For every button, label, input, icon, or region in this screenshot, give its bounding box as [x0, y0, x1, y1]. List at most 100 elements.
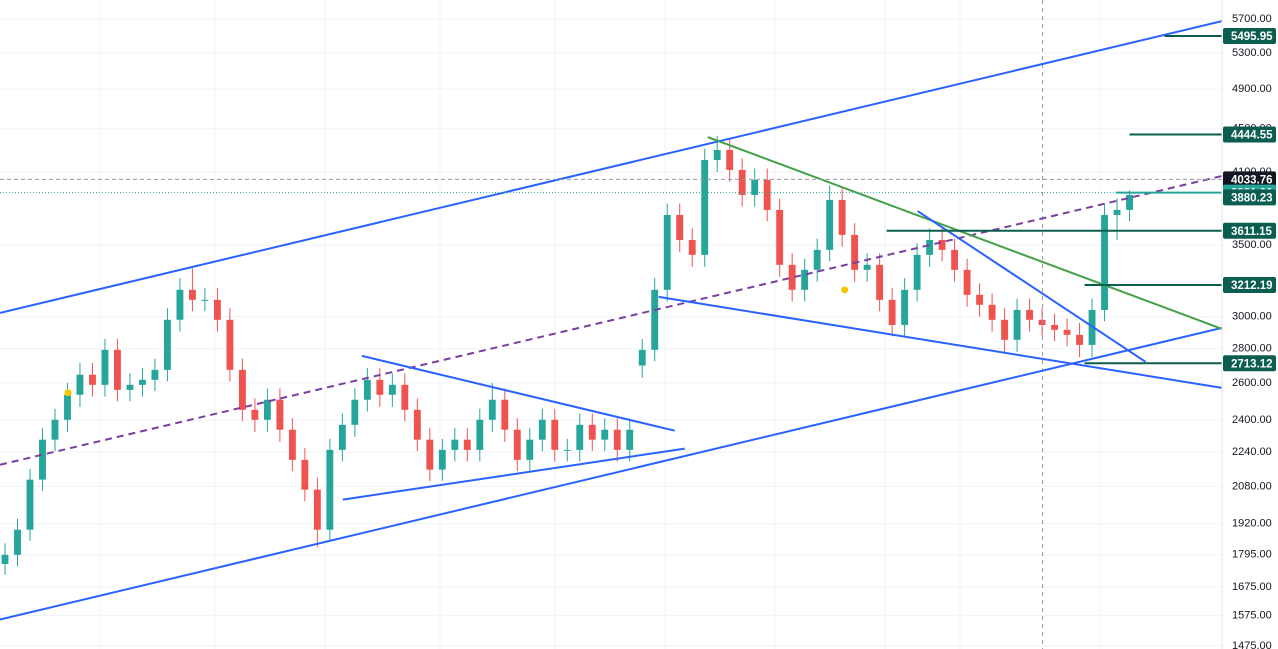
y-tick-label: 3500.00: [1232, 239, 1272, 251]
candle-body: [39, 439, 46, 480]
candle-body: [926, 239, 934, 255]
candle-body: [826, 199, 834, 250]
candle-body: [151, 369, 159, 380]
candle-body: [551, 419, 559, 450]
candle-body: [64, 394, 71, 420]
candle-body: [388, 384, 396, 395]
y-tick-label: 5300.00: [1232, 47, 1272, 59]
candle-body: [176, 289, 184, 320]
candle-body: [763, 179, 771, 210]
price-badge: [1223, 355, 1276, 372]
price-badge: [1223, 171, 1276, 188]
candle-body: [976, 294, 984, 305]
vertical-grid: [99, 0, 1101, 649]
y-tick-label: 2240.00: [1232, 446, 1272, 458]
candle-body: [501, 399, 509, 430]
candle-body: [288, 429, 296, 460]
trend-line: [0, 20, 1222, 314]
candle-body: [251, 409, 259, 420]
candle-body: [538, 419, 546, 440]
candle-body: [76, 374, 84, 395]
candle-body: [626, 429, 634, 450]
trend-line: [917, 210, 1147, 363]
candle-body: [1126, 194, 1133, 210]
candle-body: [776, 209, 784, 265]
candle-body: [901, 289, 909, 325]
candle-body: [363, 379, 371, 400]
y-tick-label: 1675.00: [1232, 581, 1272, 593]
price-badge-label: 4033.76: [1231, 174, 1273, 186]
candle-body: [89, 374, 96, 385]
candle-body: [338, 424, 346, 450]
trend-line: [707, 136, 1222, 330]
candle-body: [601, 429, 609, 440]
candle-body: [263, 399, 271, 420]
y-tick-label: 2400.00: [1232, 414, 1272, 426]
plot-area: [0, 0, 1222, 649]
candle-body: [738, 169, 746, 195]
candle-body: [226, 319, 234, 370]
candle-body: [101, 349, 109, 385]
y-tick-label: 1575.00: [1232, 609, 1272, 621]
price-badge: [1223, 277, 1276, 294]
candle-body: [1113, 209, 1121, 215]
candle-body: [326, 449, 334, 530]
candle-body: [688, 239, 696, 255]
candle-body: [1001, 319, 1009, 340]
price-badge-label: 3611.15: [1231, 226, 1273, 238]
candle-body: [588, 424, 596, 440]
candle-body: [913, 254, 921, 290]
candle-body: [938, 239, 946, 250]
candle-body: [1026, 309, 1034, 320]
candle-body: [963, 269, 971, 295]
y-tick-label: 2080.00: [1232, 480, 1272, 492]
candle-body: [513, 429, 521, 460]
candle-body: [188, 289, 196, 300]
price-badge: [1223, 222, 1276, 239]
candle-body: [51, 419, 59, 440]
candle-body: [888, 299, 896, 325]
candle-body: [451, 439, 459, 450]
candle-body: [351, 399, 359, 425]
trend-line: [342, 447, 685, 501]
y-tick-label: 1795.00: [1232, 549, 1272, 561]
candle-body: [1076, 334, 1083, 345]
price-badge-label: 5495.95: [1231, 31, 1273, 43]
price-badge: [1223, 189, 1276, 206]
trend-line: [361, 354, 675, 432]
price-axis: 5700.005300.004900.004500.004100.003500.…: [1223, 13, 1276, 649]
candle-body: [676, 214, 684, 240]
candle-body: [376, 379, 384, 395]
price-badge-label: 4444.55: [1231, 129, 1273, 141]
candle-body: [988, 304, 996, 320]
candle-body: [1, 554, 9, 564]
candle-body: [14, 529, 21, 555]
candle-body: [276, 399, 284, 430]
price-badge-label: 2713.12: [1231, 358, 1273, 370]
trend-line: [658, 295, 1222, 389]
candle-body: [663, 214, 671, 290]
candle-body: [426, 439, 434, 470]
candle-body: [1051, 324, 1059, 330]
y-tick-label: 1475.00: [1232, 640, 1272, 649]
y-tick-label: 3000.00: [1232, 311, 1272, 323]
candle-body: [851, 234, 859, 270]
candle-body: [788, 264, 796, 290]
price-badge: [1223, 126, 1276, 143]
candle-body: [1101, 214, 1108, 310]
candle-body: [563, 449, 571, 451]
candle-body: [238, 369, 246, 410]
marker: [841, 286, 849, 294]
candle-body: [114, 349, 121, 390]
candle-body: [163, 319, 171, 370]
candle-body: [526, 439, 534, 460]
candle-body: [413, 409, 421, 440]
candle-body: [638, 349, 646, 366]
candle-body: [488, 399, 496, 420]
candle-body: [1013, 309, 1021, 340]
y-tick-label: 5700.00: [1232, 13, 1272, 25]
candle-body: [863, 264, 871, 270]
y-tick-label: 2800.00: [1232, 343, 1272, 355]
candle-body: [951, 249, 959, 270]
